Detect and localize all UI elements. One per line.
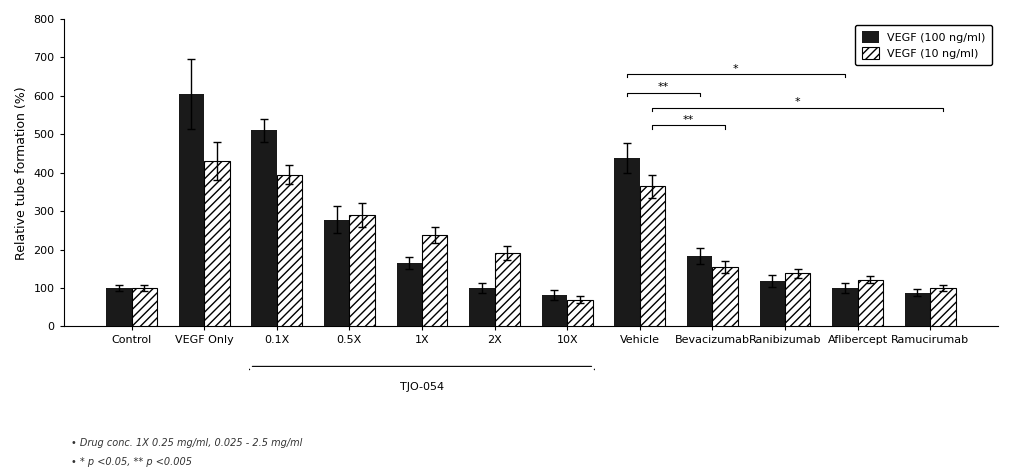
Bar — [251, 130, 277, 327]
Legend: VEGF (100 ng/ml), VEGF (10 ng/ml): VEGF (100 ng/ml), VEGF (10 ng/ml) — [855, 25, 993, 65]
Bar — [760, 281, 785, 327]
Text: *: * — [733, 64, 738, 73]
Bar — [687, 256, 712, 327]
Bar — [640, 186, 666, 327]
Y-axis label: Relative tube formation (%): Relative tube formation (%) — [15, 86, 28, 260]
Bar — [614, 158, 640, 327]
Bar — [858, 280, 883, 327]
Text: **: ** — [683, 115, 694, 125]
Bar — [712, 267, 737, 327]
Bar — [178, 94, 205, 327]
Text: TJO-054: TJO-054 — [400, 382, 444, 392]
Bar — [785, 273, 810, 327]
Bar — [324, 219, 349, 327]
Bar — [469, 288, 494, 327]
Text: **: ** — [657, 82, 669, 92]
Bar — [422, 235, 448, 327]
Bar — [905, 292, 930, 327]
Bar — [832, 288, 858, 327]
Text: *: * — [795, 97, 800, 108]
Text: • * p <0.05, ** p <0.005: • * p <0.05, ** p <0.005 — [71, 456, 191, 466]
Bar — [930, 288, 955, 327]
Bar — [205, 161, 230, 327]
Bar — [567, 300, 593, 327]
Bar — [396, 263, 422, 327]
Bar — [277, 174, 302, 327]
Bar — [542, 295, 567, 327]
Bar — [494, 254, 520, 327]
Bar — [349, 215, 375, 327]
Bar — [106, 288, 132, 327]
Bar — [132, 288, 157, 327]
Text: • Drug conc. 1X 0.25 mg/ml, 0.025 - 2.5 mg/ml: • Drug conc. 1X 0.25 mg/ml, 0.025 - 2.5 … — [71, 438, 302, 447]
